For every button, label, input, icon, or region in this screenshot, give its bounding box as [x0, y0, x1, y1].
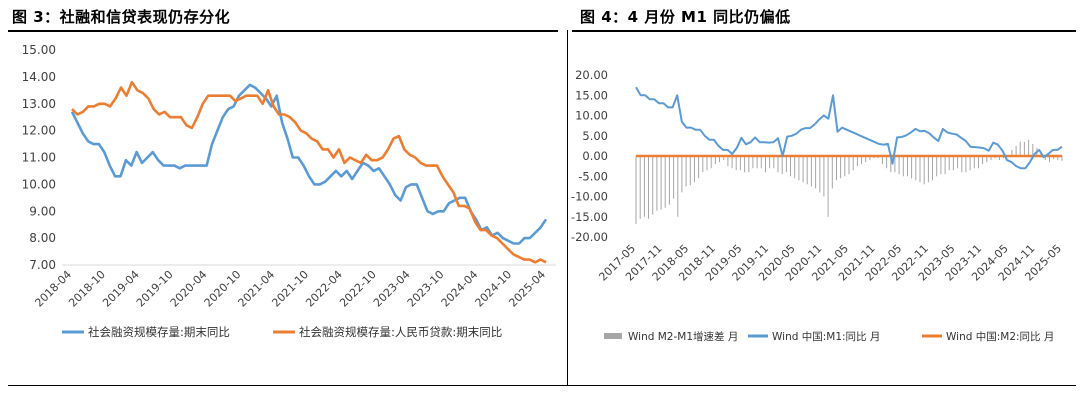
left-line-chart: 15.00 14.00 13.00 12.00 11.00 10.00 9.00 8.00 7.… — [22, 43, 556, 339]
right-chart-title: 图 4：4 月份 M1 同比仍偏低 — [580, 8, 791, 26]
y-tick-label: 15.00 — [575, 88, 608, 102]
right-title-rule — [572, 30, 1076, 32]
panel-divider — [567, 30, 568, 385]
left-title-rule — [8, 30, 558, 32]
y-tick-label: 0.00 — [582, 149, 608, 163]
legend-label-1: Wind 中国:M1:同比 月 — [772, 330, 880, 343]
y-tick-label: 12.00 — [22, 124, 56, 138]
y-tick-label: 15.00 — [22, 43, 56, 57]
y-tick-label: -10.00 — [571, 190, 608, 204]
legend-label-1: 社会融资规模存量:人民币贷款:期末同比 — [299, 325, 502, 339]
series-line-1 — [71, 80, 547, 264]
legend-swatch-0 — [604, 333, 622, 339]
y-tick-label: 9.00 — [29, 204, 56, 218]
y-tick-label: 14.00 — [22, 70, 56, 84]
y-tick-label: 8.00 — [29, 231, 56, 245]
y-tick-label: 5.00 — [582, 129, 608, 143]
y-tick-label: 20.00 — [575, 68, 608, 82]
y-tick-label: 13.00 — [22, 97, 56, 111]
y-tick-label: -5.00 — [578, 169, 608, 183]
series-line-m1 — [635, 86, 1063, 170]
y-tick-label: -20.00 — [571, 230, 608, 244]
y-tick-label: 10.00 — [575, 109, 608, 123]
legend-label-0: 社会融资规模存量:期末同比 — [88, 325, 230, 339]
y-tick-label: 11.00 — [22, 151, 56, 165]
right-line-chart: 20.00 15.00 10.00 5.00 0.00 -5.00 -10.00 -15.00… — [571, 68, 1064, 343]
left-chart-title: 图 3：社融和信贷表现仍存分化 — [12, 8, 231, 26]
series-line-0 — [70, 83, 548, 245]
legend-label-0: Wind M2-M1增速差 月 — [628, 330, 738, 343]
bottom-rule — [8, 385, 1076, 386]
legend-label-2: Wind 中国:M2:同比 月 — [946, 330, 1054, 343]
y-tick-label: 10.00 — [22, 177, 56, 191]
y-tick-label: 7.00 — [29, 258, 56, 272]
y-tick-label: -15.00 — [571, 210, 608, 224]
x-tick-label: 2025-04 — [506, 268, 548, 310]
